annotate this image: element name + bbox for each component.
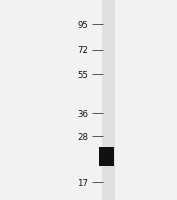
Bar — [102, 0, 115, 200]
Bar — [99, 147, 114, 166]
Text: 17: 17 — [78, 178, 88, 187]
Text: 28: 28 — [78, 132, 88, 141]
Text: 72: 72 — [78, 46, 88, 55]
Text: 55: 55 — [78, 71, 88, 79]
Text: 95: 95 — [78, 21, 88, 30]
Text: 36: 36 — [78, 109, 88, 118]
